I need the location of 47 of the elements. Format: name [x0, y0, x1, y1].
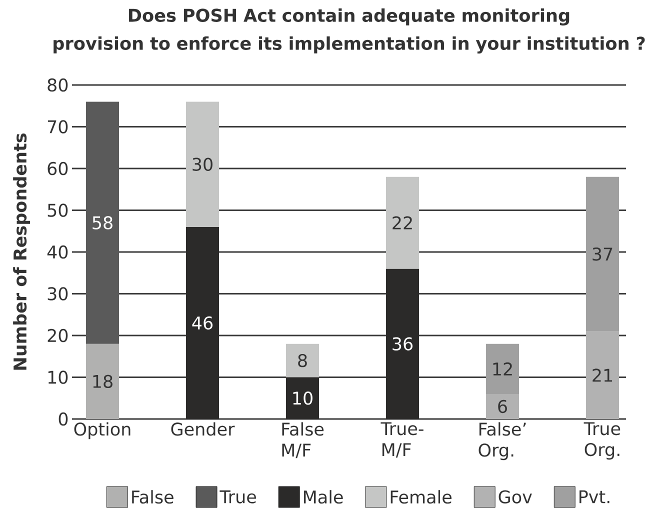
legend-label: Male	[304, 490, 343, 504]
chart-title: Does POSH Act contain adequate monitoring provision to enforce its implementation in your institution ?	[54, 8, 645, 54]
y-tick-label: 0	[58, 412, 68, 426]
y-tick-label: 10	[48, 370, 68, 384]
y-tick-label: 60	[48, 162, 68, 176]
y-tick-label: 50	[48, 204, 68, 217]
bar	[586, 176, 620, 332]
data-label: 12	[493, 362, 512, 376]
legend-label: True	[220, 490, 256, 504]
data-label: 37	[592, 247, 612, 261]
data-label: 22	[392, 216, 412, 230]
legend-label: Female	[390, 490, 452, 504]
y-axis-title: Number of Respondents	[13, 134, 30, 370]
bar	[186, 102, 220, 227]
bar	[386, 268, 420, 420]
y-tick-label: 40	[47, 245, 68, 259]
x-tick-label: False M/F	[282, 422, 324, 458]
y-tick-label: 20	[48, 328, 68, 342]
data-label: 36	[392, 337, 413, 350]
x-tick-label: True- M/F	[380, 422, 424, 458]
x-tick-label: Option	[74, 422, 130, 440]
bar	[486, 394, 520, 420]
data-label: 8	[298, 354, 307, 368]
data-label: 21	[592, 368, 612, 382]
bar	[286, 344, 320, 378]
legend-label: Gov	[498, 490, 532, 504]
x-tick-label: False’ Org.	[478, 422, 526, 460]
legend-label: False	[132, 490, 174, 504]
y-tick-label: 80	[48, 78, 68, 92]
bar	[186, 226, 220, 420]
bar	[86, 102, 119, 344]
x-tick-label: True Org.	[584, 422, 620, 460]
x-tick-label: Gender	[171, 422, 235, 436]
data-label: 10	[293, 392, 312, 405]
bar	[86, 344, 119, 420]
data-label: 6	[498, 400, 507, 414]
bar	[486, 344, 520, 394]
bar	[386, 176, 420, 269]
data-label: 18	[93, 374, 112, 388]
y-tick-label: 70	[48, 120, 68, 134]
y-tick-label: 30	[48, 287, 68, 300]
data-label: 46	[192, 316, 213, 330]
legend-label: Pvt.	[580, 490, 610, 504]
bar	[286, 377, 320, 420]
bar	[586, 331, 620, 420]
data-label: 58	[92, 216, 112, 230]
data-label: 30	[192, 158, 212, 171]
